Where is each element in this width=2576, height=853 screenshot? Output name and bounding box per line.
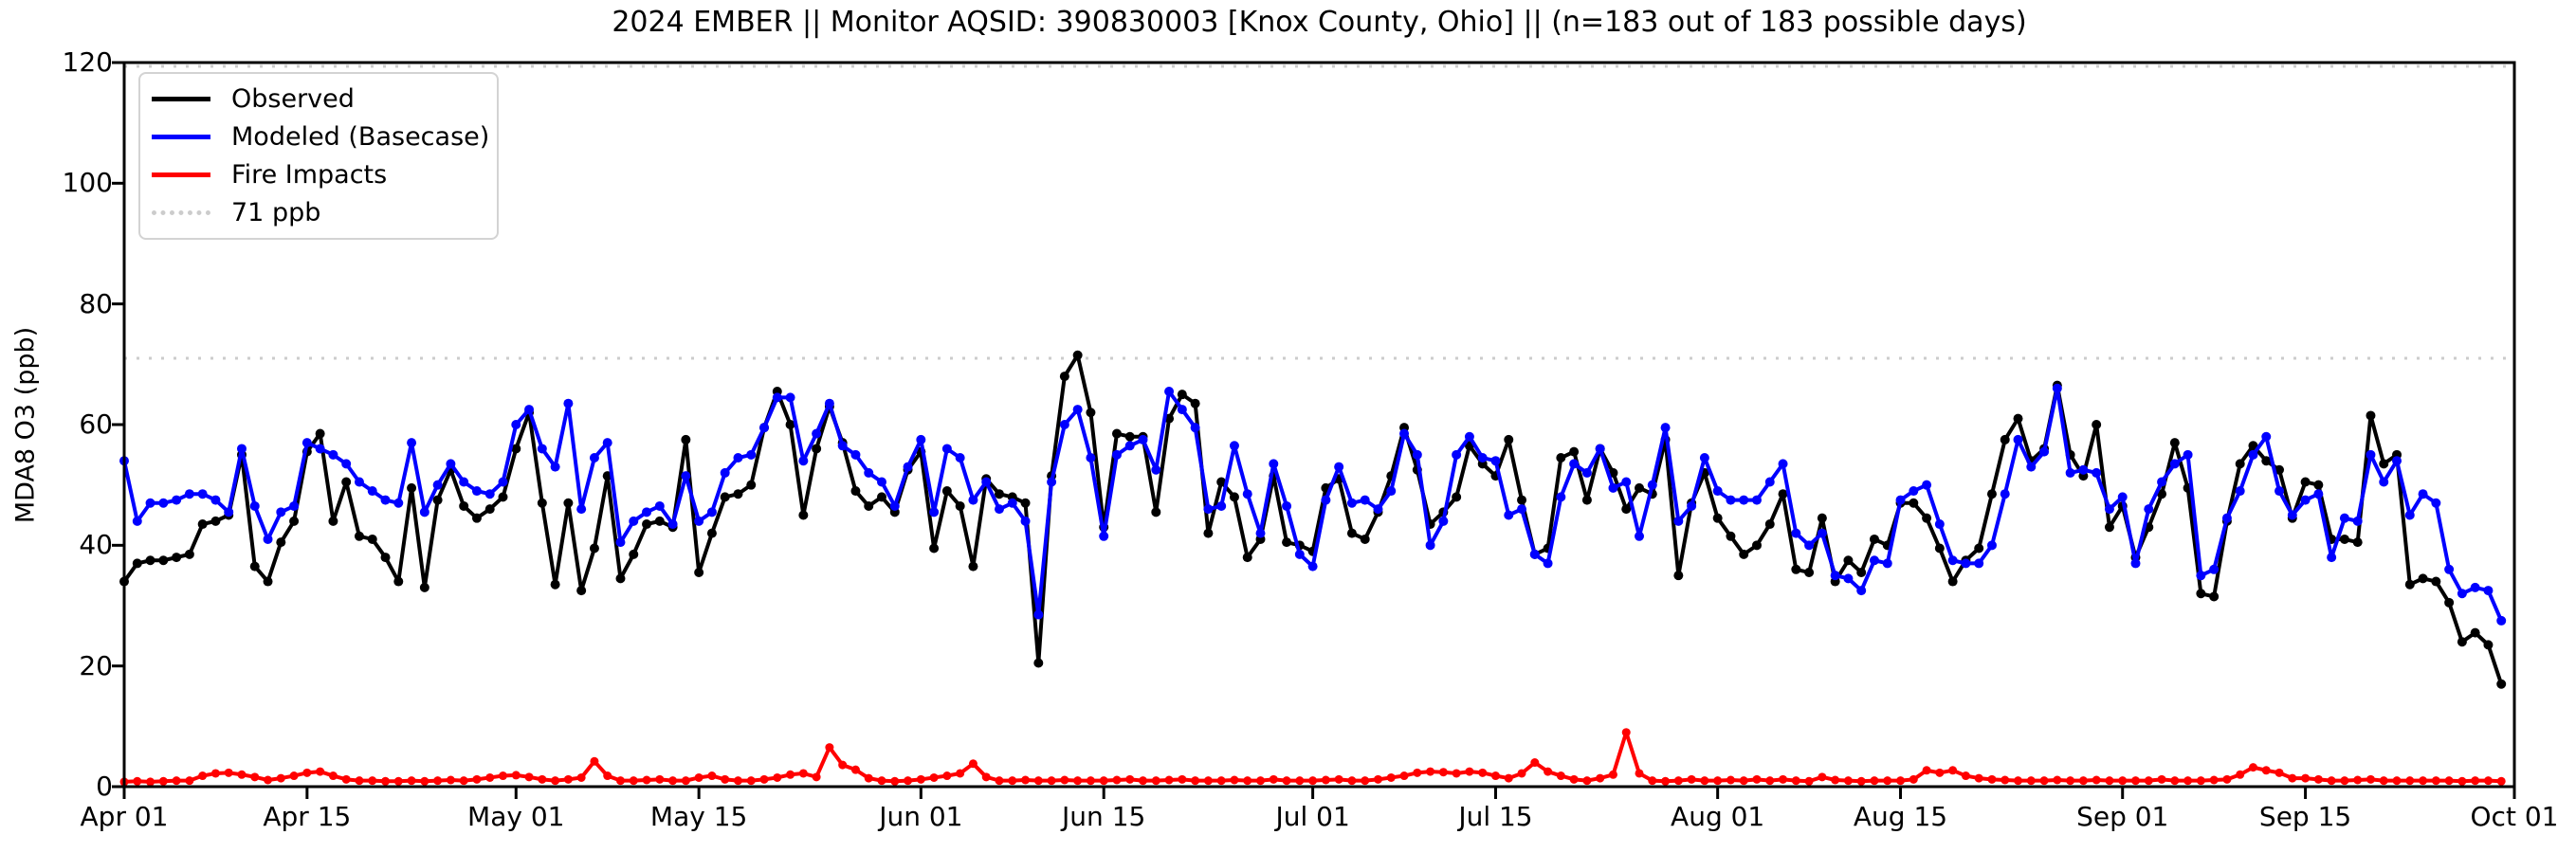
legend-item-threshold: 71 ppb	[140, 198, 497, 227]
x-tick-label: Oct 01	[2470, 801, 2559, 832]
x-tick-label: Jun 15	[1062, 801, 1146, 832]
y-tick-label: 100	[62, 167, 113, 199]
fire-line-swatch	[152, 172, 210, 178]
x-tick-label: May 01	[467, 801, 565, 832]
y-tick-label: 40	[79, 529, 113, 561]
y-tick-label: 20	[79, 649, 113, 681]
legend-item-observed: Observed	[140, 84, 497, 114]
legend-item-modeled: Modeled (Basecase)	[140, 122, 497, 152]
x-tick-label: Jun 01	[879, 801, 963, 832]
observed-line-swatch	[152, 96, 210, 101]
chart-title: 2024 EMBER || Monitor AQSID: 390830003 […	[612, 6, 2027, 39]
x-tick-label: Jul 01	[1275, 801, 1350, 832]
legend-label-threshold: 71 ppb	[231, 198, 321, 228]
x-tick-label: May 15	[649, 801, 748, 832]
threshold-line-swatch	[152, 210, 210, 216]
x-tick-label: Sep 15	[2258, 801, 2352, 832]
y-tick-label: 120	[62, 46, 113, 78]
x-tick-label: Apr 15	[263, 801, 352, 832]
x-tick-label: Sep 01	[2076, 801, 2169, 832]
legend-item-fire: Fire Impacts	[140, 160, 497, 190]
x-tick-label: Aug 15	[1853, 801, 1948, 832]
x-tick-label: Jul 15	[1458, 801, 1533, 832]
y-tick-label: 0	[96, 771, 113, 802]
legend-label-observed: Observed	[231, 83, 355, 114]
x-tick-label: Aug 01	[1671, 801, 1765, 832]
modeled-line-swatch	[152, 134, 210, 139]
y-tick-label: 80	[79, 287, 113, 319]
legend-label-fire: Fire Impacts	[231, 160, 388, 191]
legend: Observed Modeled (Basecase) Fire Impacts…	[138, 72, 499, 240]
y-tick-label: 60	[79, 408, 113, 440]
legend-label-modeled: Modeled (Basecase)	[231, 121, 490, 152]
x-tick-label: Apr 01	[80, 801, 169, 832]
